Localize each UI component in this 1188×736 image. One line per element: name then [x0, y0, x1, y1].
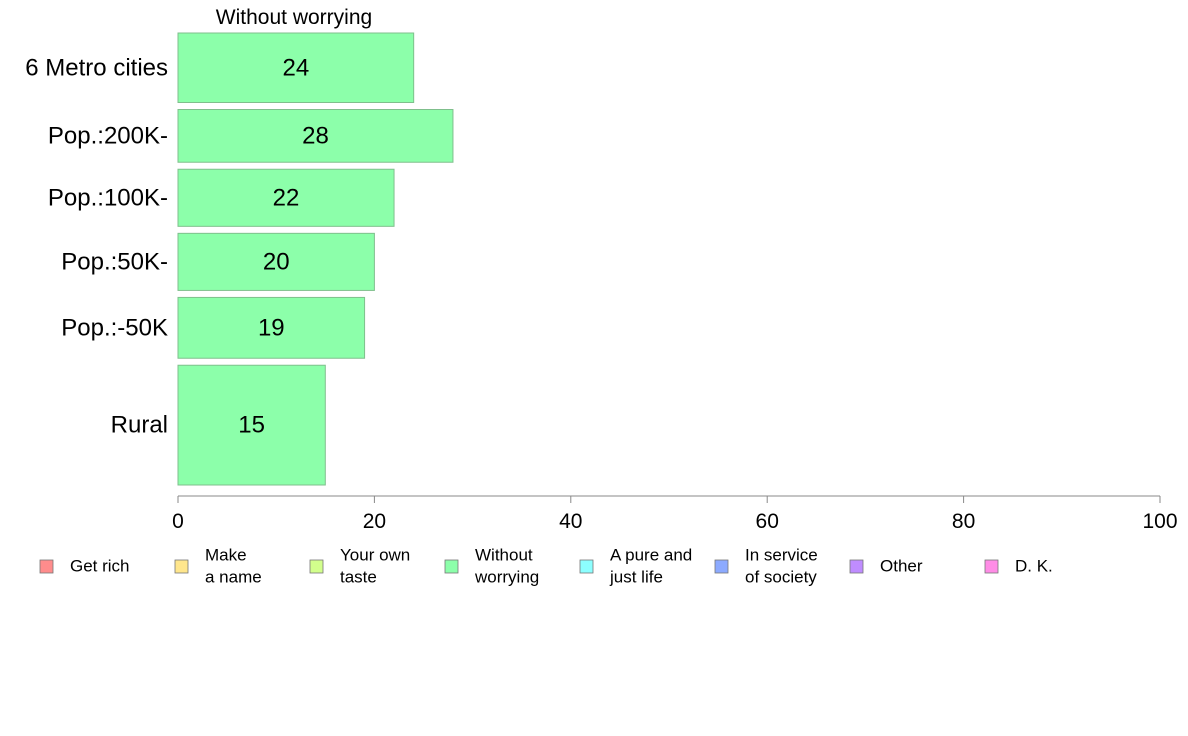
legend-swatch [579, 559, 594, 574]
bar [177, 296, 366, 359]
x-tick-label: 0 [172, 510, 184, 533]
category-label: 6 Metro cities [25, 54, 168, 81]
x-tick-label: 100 [1142, 510, 1177, 533]
x-tick-label: 80 [952, 510, 975, 533]
legend-swatch [849, 559, 864, 574]
legend-label: Other [880, 557, 923, 576]
legend-label: taste [340, 568, 377, 587]
bar-value-label: 22 [273, 184, 300, 211]
bar [177, 232, 375, 291]
bar [177, 109, 454, 163]
legend-label: worrying [474, 568, 539, 587]
legend-label: In service [745, 546, 818, 565]
legend-swatch [444, 559, 459, 574]
legend-label: Without [475, 546, 533, 565]
legend-swatch [39, 559, 54, 574]
legend-swatch [309, 559, 324, 574]
legend-swatch [714, 559, 729, 574]
bar-value-label: 20 [263, 248, 290, 275]
legend-label: Get rich [70, 557, 130, 576]
bar-value-label: 15 [238, 412, 265, 439]
legend-label: a name [205, 568, 262, 587]
legend-swatch [984, 559, 999, 574]
category-label: Rural [111, 412, 168, 439]
chart-title: Without worrying [216, 6, 372, 29]
legend: Get rich Make a name Your own taste Without wo… [39, 546, 1053, 587]
bar-value-label: 24 [282, 54, 309, 81]
bar [177, 168, 395, 227]
category-label: Pop.:-50K [61, 314, 168, 341]
legend-label: just life [609, 568, 663, 587]
category-label: Pop.:100K- [48, 184, 168, 211]
bar [177, 32, 415, 103]
bar-value-label: 19 [258, 314, 285, 341]
bar-value-label: 28 [302, 122, 329, 149]
x-tick-label: 40 [559, 510, 582, 533]
bar [177, 364, 326, 486]
category-label: Pop.:200K- [48, 122, 168, 149]
category-label: Pop.:50K- [61, 248, 168, 275]
legend-swatch [174, 559, 189, 574]
legend-label: D. K. [1015, 557, 1053, 576]
x-axis: 0 20 40 60 80 100 [172, 495, 1178, 533]
legend-label: A pure and [610, 546, 692, 565]
legend-label: of society [745, 568, 817, 587]
x-tick-label: 60 [756, 510, 779, 533]
legend-label: Make [205, 546, 247, 565]
bar-group: 24 6 Metro cities 28 Pop.:200K- 22 Pop.:100K-… [25, 32, 454, 486]
legend-label: Your own [340, 546, 410, 565]
x-tick-label: 20 [363, 510, 386, 533]
